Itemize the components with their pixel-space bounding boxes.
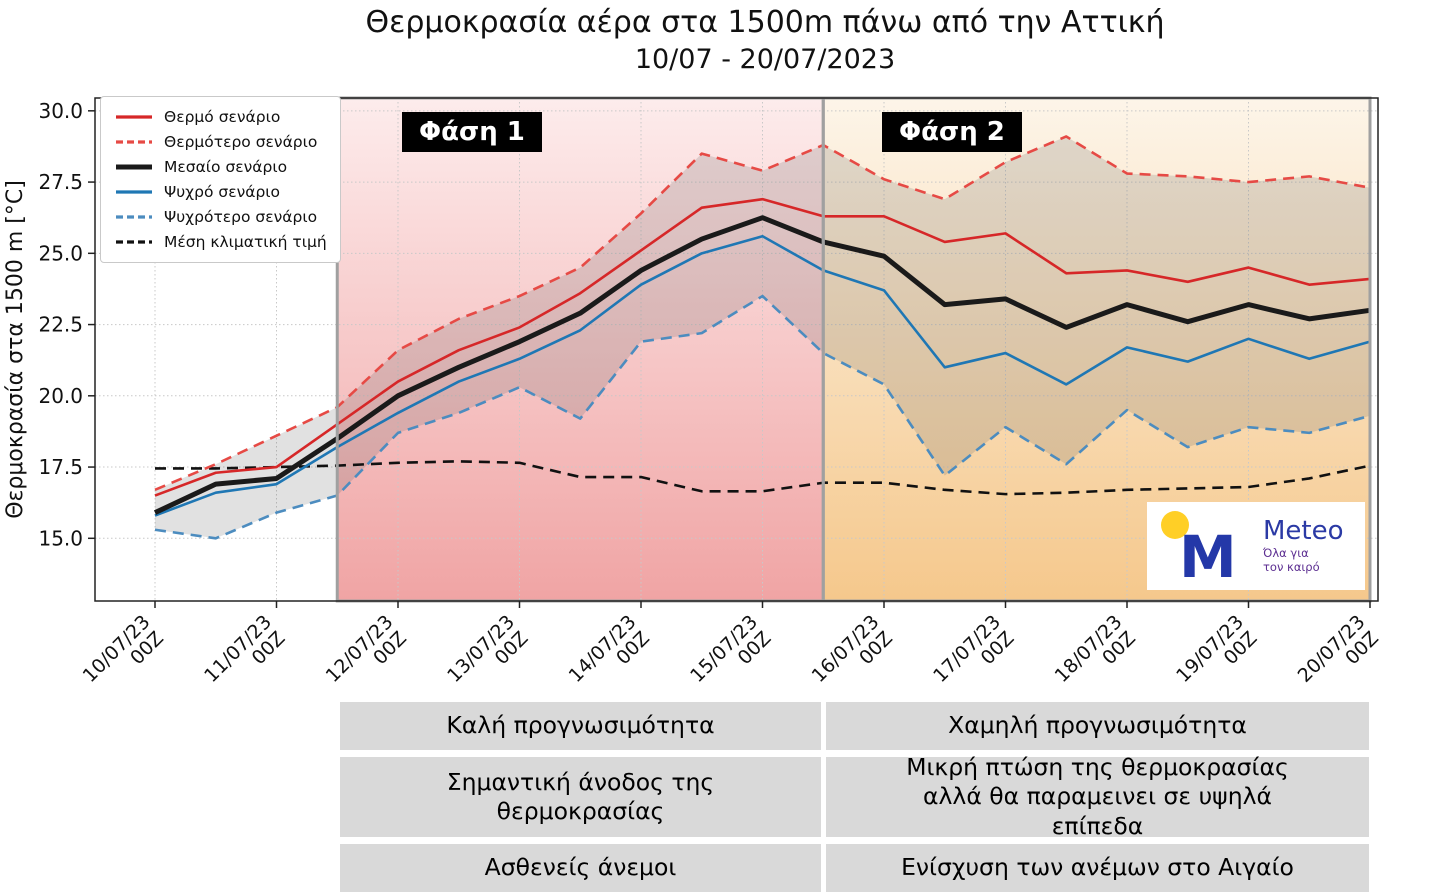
legend-label: Μέση κλιματική τιμή bbox=[164, 233, 327, 251]
table-cell-phase2-predictability: Χαμηλή προγνωσιμότητα bbox=[826, 702, 1369, 750]
legend-item-1: Θερμότερο σενάριο bbox=[114, 131, 327, 153]
phase-1-label: Φάση 1 bbox=[402, 112, 542, 152]
meteo-logo-text: Meteo Όλα για τον καιρό bbox=[1263, 515, 1344, 575]
legend-item-2: Μεσαίο σενάριο bbox=[114, 156, 327, 178]
table-cell-phase1-temperature: Σημαντική άνοδος της θερμοκρασίας bbox=[340, 757, 821, 837]
scenario-envelope bbox=[155, 136, 1370, 539]
table-cell-phase1-winds: Ασθενείς άνεμοι bbox=[340, 844, 821, 892]
meteo-logo-icon: M bbox=[1161, 511, 1237, 587]
meteo-logo-tagline: Όλα για τον καιρό bbox=[1263, 545, 1344, 575]
legend-label: Ψυχρότερο σενάριο bbox=[164, 208, 318, 226]
svg-text:27.5: 27.5 bbox=[38, 170, 83, 194]
svg-text:15.0: 15.0 bbox=[38, 526, 83, 550]
legend-line-swatch bbox=[116, 164, 152, 170]
chart-title: Θερμοκρασία αέρα στα 1500m πάνω από την … bbox=[365, 5, 1165, 40]
svg-text:17.5: 17.5 bbox=[38, 455, 83, 479]
series-line-4 bbox=[154, 294, 1371, 540]
chart-legend: Θερμό σενάριο Θερμότερο σενάριο Μεσαίο σεν… bbox=[100, 96, 341, 263]
y-axis: 15.0 17.5 20.0 22.5 25.0 27.5 30.0 bbox=[38, 99, 95, 550]
series-line-1 bbox=[154, 135, 1371, 492]
svg-text:22.5: 22.5 bbox=[38, 313, 83, 337]
y-axis-label: Θερμοκρασία στα 1500 m [°C] bbox=[3, 180, 28, 519]
meteo-logo-brand: Meteo bbox=[1263, 515, 1344, 546]
plot-frame bbox=[94, 97, 1379, 602]
legend-line-swatch bbox=[116, 240, 152, 244]
chart-subtitle: 10/07 - 20/07/2023 bbox=[634, 44, 896, 75]
svg-text:25.0: 25.0 bbox=[38, 241, 83, 265]
meteo-logo: M Meteo Όλα για τον καιρό bbox=[1147, 502, 1365, 590]
table-cell-phase2-winds: Ενίσχυση των ανέμων στο Αιγαίο bbox=[826, 844, 1369, 892]
svg-text:20.0: 20.0 bbox=[38, 384, 83, 408]
phase-info-table: Καλή προγνωσιμότητα Χαμηλή προγνωσιμότητ… bbox=[340, 702, 1369, 892]
legend-item-4: Ψυχρότερο σενάριο bbox=[114, 206, 327, 228]
sun-icon bbox=[1161, 511, 1189, 539]
series-line-3 bbox=[154, 234, 1371, 517]
legend-item-0: Θερμό σενάριο bbox=[114, 106, 327, 128]
legend-item-3: Ψυχρό σενάριο bbox=[114, 181, 327, 203]
meteo-m-mark: M bbox=[1179, 523, 1237, 587]
legend-label: Θερμό σενάριο bbox=[164, 108, 281, 126]
legend-label: Ψυχρό σενάριο bbox=[164, 183, 281, 201]
table-cell-phase1-predictability: Καλή προγνωσιμότητα bbox=[340, 702, 821, 750]
series-line-0 bbox=[154, 197, 1371, 497]
legend-label: Θερμότερο σενάριο bbox=[164, 133, 318, 151]
tagline-line2: τον καιρό bbox=[1263, 559, 1320, 574]
legend-line-swatch bbox=[116, 140, 152, 144]
legend-item-5: Μέση κλιματική τιμή bbox=[114, 231, 327, 253]
legend-line-swatch bbox=[116, 115, 152, 119]
series-line-5 bbox=[155, 460, 1371, 496]
series-line-2 bbox=[153, 215, 1371, 515]
legend-label: Μεσαίο σενάριο bbox=[164, 158, 288, 176]
phase-2-label: Φάση 2 bbox=[882, 112, 1022, 152]
svg-text:30.0: 30.0 bbox=[38, 99, 83, 123]
legend-line-swatch bbox=[116, 215, 152, 219]
legend-line-swatch bbox=[116, 190, 152, 194]
tagline-line1: Όλα για bbox=[1263, 545, 1309, 560]
table-cell-phase2-temperature: Μικρή πτώση της θερμοκρασίας αλλά θα παρ… bbox=[826, 753, 1369, 840]
